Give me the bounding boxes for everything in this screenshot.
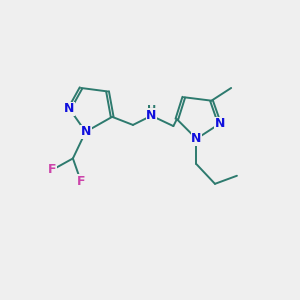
Text: H: H bbox=[147, 105, 156, 115]
Text: F: F bbox=[77, 175, 85, 188]
Text: N: N bbox=[214, 117, 225, 130]
Text: N: N bbox=[64, 102, 75, 115]
Text: N: N bbox=[191, 132, 202, 145]
Text: N: N bbox=[146, 109, 157, 122]
Text: N: N bbox=[80, 125, 91, 138]
Text: F: F bbox=[48, 164, 56, 176]
